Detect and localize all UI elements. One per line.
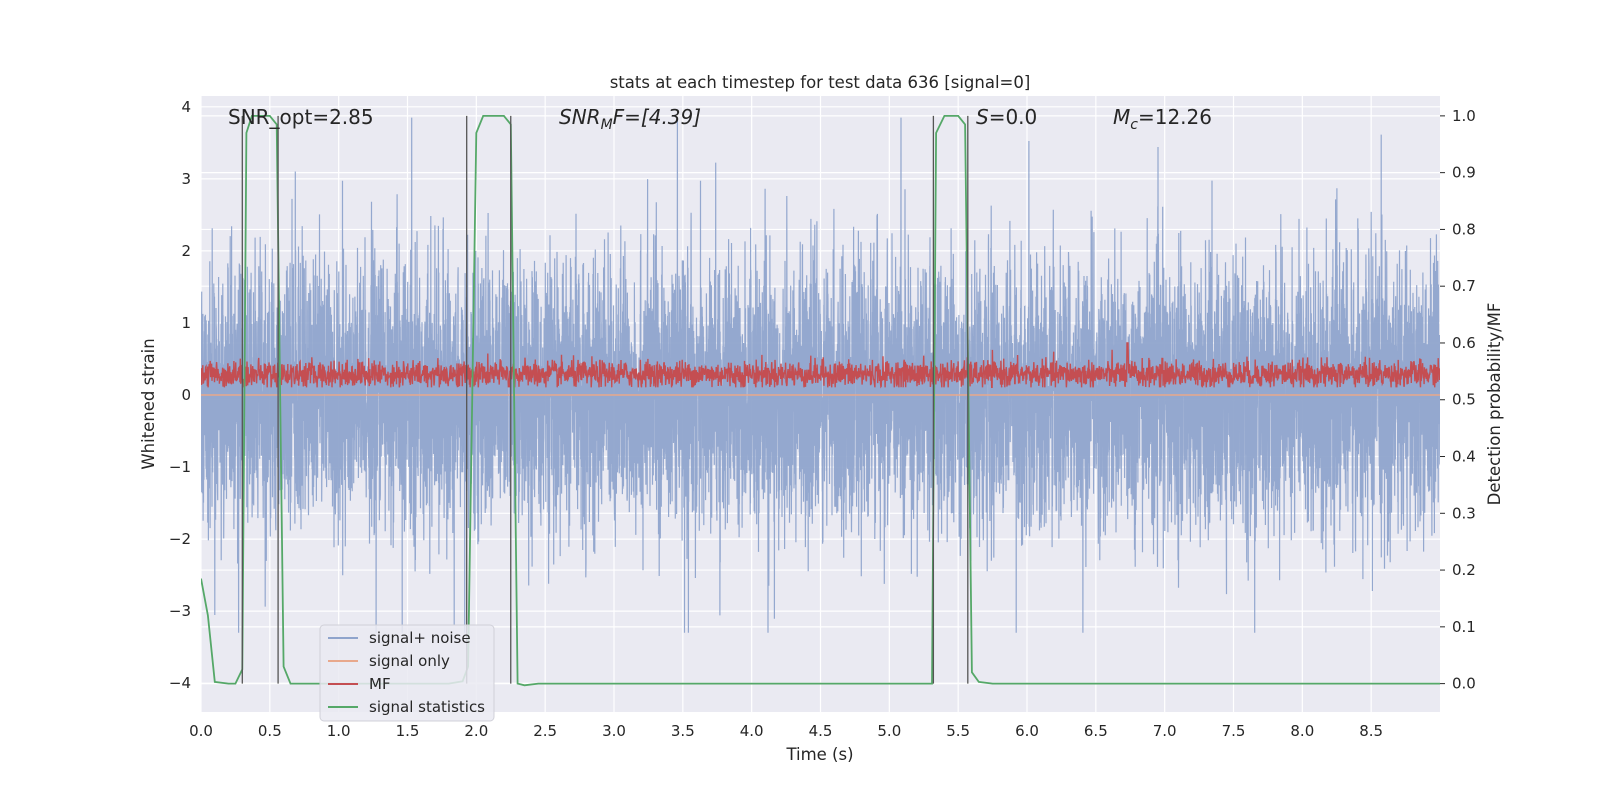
y-left-tick-label: −3 xyxy=(169,602,191,620)
chart-title: stats at each timestep for test data 636… xyxy=(610,73,1031,92)
mc-rest: =12.26 xyxy=(1138,105,1212,129)
x-tick-label: 8.0 xyxy=(1290,722,1314,740)
y-right-tick-label: 0.1 xyxy=(1452,618,1476,636)
y-right-tick-label: 0.0 xyxy=(1452,675,1476,693)
x-tick-label: 7.0 xyxy=(1153,722,1177,740)
x-tick-label: 2.0 xyxy=(464,722,488,740)
x-tick-label: 0.5 xyxy=(258,722,282,740)
y-left-tick-label: −4 xyxy=(169,674,191,692)
y-left-tick-label: 4 xyxy=(181,98,191,116)
x-tick-label: 5.0 xyxy=(877,722,901,740)
y-left-tick-label: −2 xyxy=(169,530,191,548)
y-left-tick-label: 0 xyxy=(181,386,191,404)
y-right-tick-label: 0.4 xyxy=(1452,448,1476,466)
y-right-tick-label: 0.9 xyxy=(1452,164,1476,182)
x-tick-label: 6.5 xyxy=(1084,722,1108,740)
y-left-tick-label: 2 xyxy=(181,242,191,260)
s-main: S xyxy=(976,105,989,129)
x-axis-label: Time (s) xyxy=(785,745,853,764)
legend-label-signal-only: signal only xyxy=(369,652,450,670)
x-tick-label: 8.5 xyxy=(1359,722,1383,740)
s-rest: =0.0 xyxy=(989,105,1038,129)
x-tick-label: 5.5 xyxy=(946,722,970,740)
y-right-tick-label: 0.8 xyxy=(1452,220,1476,238)
snr-mf-rest: F=[4.39] xyxy=(613,105,701,129)
x-tick-label: 4.5 xyxy=(809,722,833,740)
series-line-mf xyxy=(201,342,1440,389)
x-tick-label: 6.0 xyxy=(1015,722,1039,740)
x-tick-label: 4.0 xyxy=(740,722,764,740)
y-right-tick-label: 0.7 xyxy=(1452,277,1476,295)
x-tick-label: 1.5 xyxy=(396,722,420,740)
y-right-tick-label: 0.6 xyxy=(1452,334,1476,352)
y-axis-label-right: Detection probability/MF xyxy=(1485,303,1504,506)
x-tick-label: 3.0 xyxy=(602,722,626,740)
series-layer xyxy=(201,115,1440,687)
annotation-mc: Mc=12.26 xyxy=(1113,105,1212,133)
legend: signal+ noise signal only MF signal stat… xyxy=(319,624,495,722)
y-left-tick-label: 1 xyxy=(181,314,191,332)
detection-window-lines xyxy=(241,115,969,684)
snr-mf-sub: M xyxy=(601,117,613,133)
annotation-snr-mf: SNRMF=[4.39] xyxy=(559,105,701,133)
mc-main: M xyxy=(1113,105,1130,129)
legend-label-signal-statistics: signal statistics xyxy=(369,698,485,716)
mc-sub: c xyxy=(1130,117,1138,133)
series-line-signal-statistics xyxy=(201,115,1440,687)
y-left-tick-label: 3 xyxy=(181,170,191,188)
y-left-tick-label: −1 xyxy=(169,458,191,476)
x-tick-label: 7.5 xyxy=(1222,722,1246,740)
y-right-tick-label: 0.2 xyxy=(1452,561,1476,579)
annotation-s: S=0.0 xyxy=(976,105,1037,129)
x-tick-label: 1.0 xyxy=(327,722,351,740)
x-tick-label: 0.0 xyxy=(189,722,213,740)
x-tick-label: 2.5 xyxy=(533,722,557,740)
legend-box xyxy=(319,624,495,722)
x-tick-label: 3.5 xyxy=(671,722,695,740)
tick-labels: 0.0 0.5 1.0 1.5 2.0 2.5 3.0 3.5 4.0 4.5 5.0 5.5 6.0 6… xyxy=(169,98,1476,740)
y-right-tick-label: 0.5 xyxy=(1452,391,1476,409)
annotation-snr-opt: SNR_opt=2.85 xyxy=(228,105,374,129)
y-right-tick-label: 0.3 xyxy=(1452,504,1476,522)
legend-label-signal-noise: signal+ noise xyxy=(369,629,471,647)
legend-label-mf: MF xyxy=(369,675,391,693)
y-right-tick-label: 1.0 xyxy=(1452,107,1476,125)
series-line-signal-noise xyxy=(201,117,1440,633)
snr-mf-main: SNR xyxy=(559,105,601,129)
y-axis-label-left: Whitened strain xyxy=(139,338,158,469)
